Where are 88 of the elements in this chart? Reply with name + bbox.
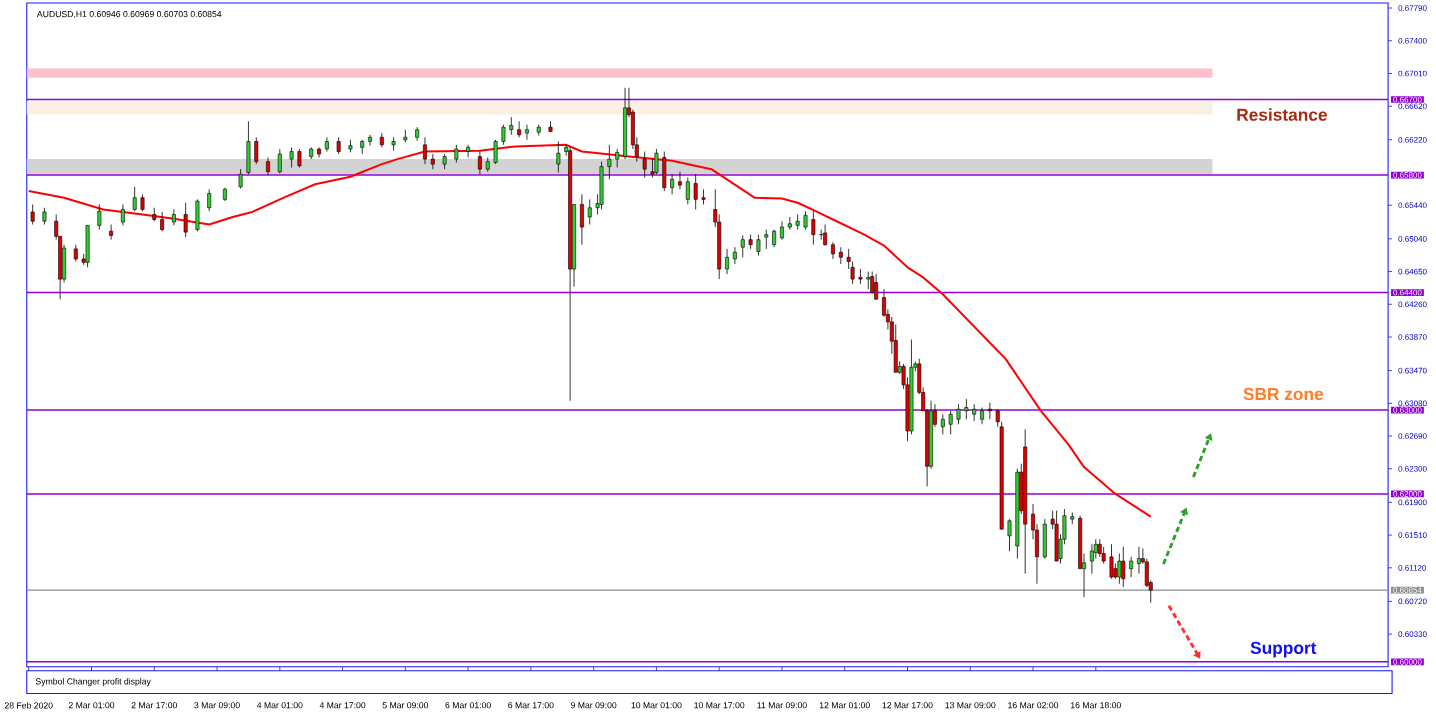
candlestick [324, 136, 329, 153]
candlestick [238, 168, 243, 189]
candlestick [685, 177, 690, 205]
candlestick [642, 151, 647, 179]
candlestick [501, 124, 506, 146]
x-tick-label: 11 Mar 09:00 [757, 702, 807, 709]
candlestick [368, 134, 372, 147]
candlestick [1137, 546, 1141, 575]
candlestick [403, 129, 408, 143]
x-tick-label: 10 Mar 01:00 [631, 702, 682, 709]
candlestick [693, 173, 698, 210]
annotation: Support [1250, 641, 1317, 658]
x-tick-label: 4 Mar 17:00 [319, 702, 366, 709]
x-tick-label: 2 Mar 17:00 [131, 702, 178, 709]
x-tick-label: 5 Mar 09:00 [382, 702, 429, 709]
candlestick [654, 148, 659, 175]
candlestick [579, 194, 584, 246]
candlestick [831, 241, 835, 260]
candlestick [97, 204, 102, 231]
candlestick [556, 141, 561, 174]
candlestick [160, 211, 165, 232]
x-tick-label: 16 Mar 02:00 [1008, 702, 1059, 709]
candlestick [171, 209, 176, 226]
candlestick [701, 189, 706, 205]
candlestick [207, 189, 212, 212]
candlestick [823, 224, 828, 247]
candlestick [297, 148, 302, 169]
candlestick [858, 268, 863, 285]
candlestick [956, 403, 961, 425]
candlestick [980, 407, 984, 425]
candlestick [1129, 556, 1134, 578]
candlestick [415, 126, 420, 142]
candlestick [466, 144, 471, 158]
candlestick [423, 136, 427, 165]
candlestick [289, 147, 294, 169]
candlestick [940, 413, 945, 435]
candlestick [132, 186, 137, 212]
text: Symbol Changer profit display [35, 678, 151, 687]
candlestick [670, 173, 675, 195]
candlestick [874, 273, 879, 300]
candlestick [607, 144, 612, 180]
candlestick [756, 234, 761, 257]
annotation: SBR zone [1243, 387, 1324, 401]
x-tick-label: 28 Feb 2020 [4, 702, 53, 709]
candlestick [987, 402, 992, 420]
candlestick [740, 235, 745, 258]
candlestick [732, 246, 737, 265]
candlestick [615, 148, 620, 169]
candlestick [811, 210, 816, 246]
candlestick [266, 157, 270, 176]
candlestick [254, 136, 259, 165]
candlestick [803, 210, 808, 231]
candlestick [391, 136, 396, 152]
candlestick [183, 202, 188, 238]
candlestick [517, 121, 522, 138]
candlestick [1007, 518, 1012, 552]
x-tick-label: 9 Mar 09:00 [570, 702, 617, 709]
candlestick [277, 148, 282, 174]
x-tick-label: 16 Mar 18:00 [1070, 702, 1121, 709]
candlestick [764, 229, 769, 250]
candlestick [493, 139, 498, 165]
candlestick [120, 204, 125, 226]
x-tick-label: 12 Mar 17:00 [882, 702, 933, 709]
candlestick [509, 116, 514, 136]
candlestick [678, 171, 682, 190]
x-tick-label: 2 Mar 01:00 [68, 702, 115, 709]
x-tick-label: 6 Mar 01:00 [445, 702, 491, 709]
x-tick-label: 10 Mar 17:00 [694, 702, 745, 709]
x-tick-label: 13 Mar 09:00 [945, 702, 996, 709]
candlestick [780, 220, 784, 241]
x-tick-label: 6 Mar 17:00 [508, 702, 554, 709]
x-tick-label: 3 Mar 09:00 [194, 702, 240, 709]
line-series [27, 143, 1152, 518]
candlestick [109, 224, 114, 241]
text: AUDUSD,H1 0.60946 0.60969 0.60703 0.60854 [36, 11, 222, 19]
candlestick [1121, 546, 1126, 588]
x-tick-label: 4 Mar 01:00 [256, 702, 303, 709]
candlestick [587, 199, 592, 226]
candlestick [30, 204, 35, 226]
candlestick [725, 248, 729, 275]
candlestick [795, 214, 800, 231]
candlestick [948, 410, 953, 435]
x-tick-label: 12 Mar 01:00 [819, 702, 870, 709]
candlestick [525, 124, 529, 141]
candlestick [477, 151, 482, 175]
candlestick [964, 398, 969, 420]
annotation: Resistance [1237, 108, 1327, 121]
candlestick [866, 271, 871, 290]
